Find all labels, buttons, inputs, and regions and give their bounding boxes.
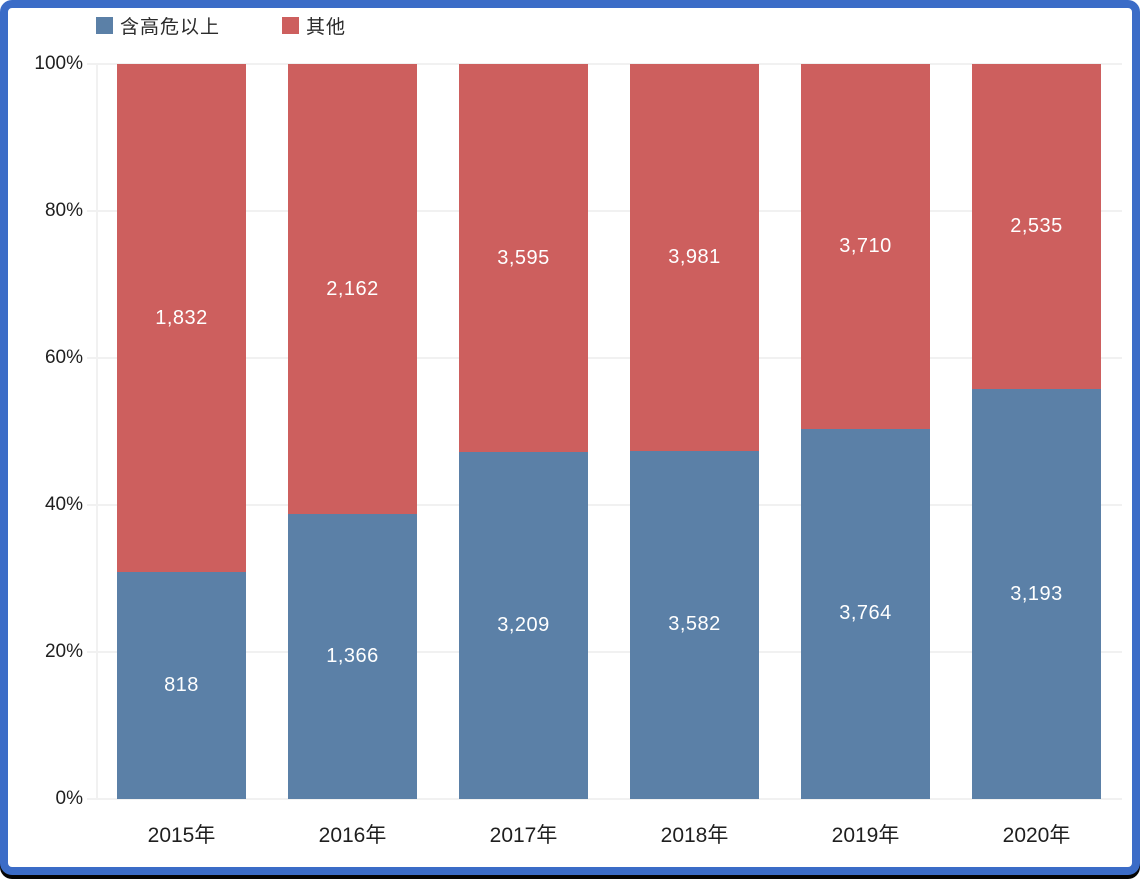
bar-segment-high-risk-2015年: 818 xyxy=(116,572,247,799)
bar-column-2018年: 3,981 3,582 xyxy=(609,64,780,799)
gridline-40 xyxy=(87,504,1122,506)
bar-segment-other-2018年: 3,981 xyxy=(629,64,760,451)
bar-column-2015年: 1,832 818 xyxy=(96,64,267,799)
legend-item-1: 其他 xyxy=(282,12,346,39)
stacked-bar-2016年: 2,162 1,366 xyxy=(287,64,418,799)
x-tick-label-2019年: 2019年 xyxy=(831,824,900,847)
bar-segment-other-2020年: 2,535 xyxy=(971,64,1102,390)
legend-swatch-icon xyxy=(96,16,113,34)
x-tick-label-2020年: 2020年 xyxy=(1002,824,1071,847)
stacked-bar-2019年: 3,710 3,764 xyxy=(800,64,931,799)
bar-segment-high-risk-2020年: 3,193 xyxy=(971,389,1102,799)
gridline-60 xyxy=(87,357,1122,359)
x-tick-label-2017年: 2017年 xyxy=(489,824,558,847)
x-tick-label-2016年: 2016年 xyxy=(318,824,387,847)
bar-segment-high-risk-2019年: 3,764 xyxy=(800,428,931,799)
gridline-100 xyxy=(87,63,1122,65)
bar-segment-high-risk-2017年: 3,209 xyxy=(458,452,589,799)
stacked-bar-2020年: 2,535 3,193 xyxy=(971,64,1102,799)
legend-item-0: 含高危以上 xyxy=(96,12,220,39)
x-tick-label-2018年: 2018年 xyxy=(660,824,729,847)
legend-label: 含高危以上 xyxy=(120,16,221,38)
y-tick-label-20: 20% xyxy=(44,641,83,662)
stacked-bar-2018年: 3,981 3,582 xyxy=(629,64,760,799)
bar-segment-high-risk-2016年: 1,366 xyxy=(287,514,418,799)
y-tick-label-40: 40% xyxy=(44,494,83,515)
plot-area: 0% 20% 40% 60% 80% 100% 1,832 818 2,162 1,366 3,59… xyxy=(34,53,1122,809)
bar-column-2017年: 3,595 3,209 xyxy=(438,64,609,799)
stacked-bar-2015年: 1,832 818 xyxy=(116,64,247,799)
bar-column-2020年: 2,535 3,193 xyxy=(951,64,1122,799)
x-tick-label-2015年: 2015年 xyxy=(147,824,216,847)
y-tick-label-0: 0% xyxy=(55,788,83,809)
y-axis-line xyxy=(96,64,98,799)
bar-segment-other-2017年: 3,595 xyxy=(458,64,589,453)
legend-label: 其他 xyxy=(306,16,347,38)
chart-legend: 含高危以上 其他 xyxy=(96,12,346,38)
gridline-20 xyxy=(87,651,1122,653)
gridline-80 xyxy=(87,210,1122,212)
y-tick-label-80: 80% xyxy=(44,200,83,221)
y-tick-label-100: 100% xyxy=(34,53,83,74)
y-tick-label-60: 60% xyxy=(44,347,83,368)
stacked-bar-2017年: 3,595 3,209 xyxy=(458,64,589,799)
bar-segment-other-2016年: 2,162 xyxy=(287,64,418,515)
gridline-0 xyxy=(87,798,1122,800)
x-axis-labels: 2015年 2016年 2017年 2018年 2019年 2020年 xyxy=(96,811,1122,849)
bar-segment-other-2019年: 3,710 xyxy=(800,64,931,429)
bar-column-2019年: 3,710 3,764 xyxy=(780,64,951,799)
legend-swatch-icon xyxy=(282,16,300,34)
bar-segment-high-risk-2018年: 3,582 xyxy=(629,450,760,799)
bar-segment-other-2015年: 1,832 xyxy=(116,64,247,573)
plot-wrap: 0% 20% 40% 60% 80% 100% 1,832 818 2,162 1,366 3,59… xyxy=(34,53,1122,809)
bars-row: 1,832 818 2,162 1,366 3,595 3,209 3,981 3,582 3,… xyxy=(96,64,1122,799)
bar-column-2016年: 2,162 1,366 xyxy=(267,64,438,799)
